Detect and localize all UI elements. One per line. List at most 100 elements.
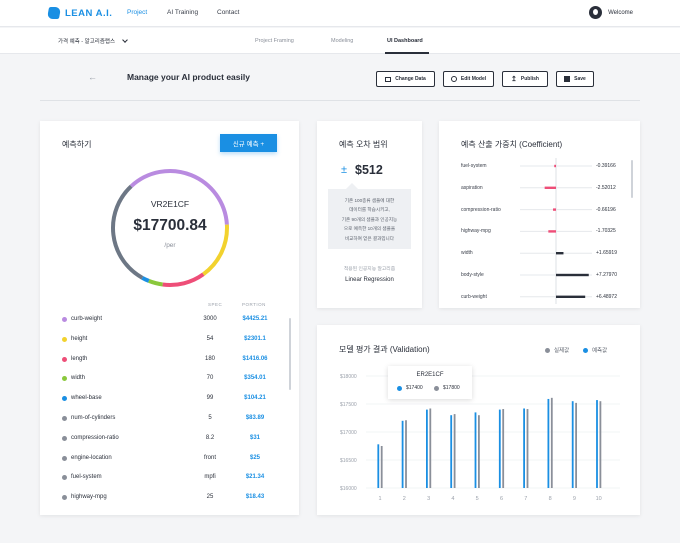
x-tick-label: 9 <box>573 496 576 502</box>
coefficient-name: body-style <box>461 272 484 278</box>
change-data-label: Change Data <box>395 76 426 82</box>
x-tick-label: 10 <box>596 496 602 502</box>
feature-dot <box>62 317 67 322</box>
bar-actual[interactable] <box>405 420 407 488</box>
feature-spec: 70 <box>206 375 214 382</box>
validation-title: 모델 평가 결과 (Validation) <box>339 345 430 354</box>
bar-predicted[interactable] <box>523 408 525 488</box>
coefficient-title: 예측 산출 가중치 (Coefficient) <box>461 140 563 149</box>
tab-modeling[interactable]: Modeling <box>331 38 354 44</box>
feature-name: wheel-base <box>71 395 102 402</box>
bar-predicted[interactable] <box>498 409 501 488</box>
bar-predicted[interactable] <box>450 415 453 488</box>
bar-predicted[interactable] <box>571 401 574 488</box>
coefficient-bar <box>548 230 556 233</box>
coefficient-bar <box>556 273 589 277</box>
feature-list-scrollbar[interactable] <box>289 318 291 390</box>
x-tick-label: 2 <box>403 496 406 502</box>
info-line: 비교하여 얻은 결과입니다 <box>344 236 395 241</box>
coefficient-scrollbar[interactable] <box>631 160 633 198</box>
coefficient-bar <box>556 295 586 298</box>
feature-row[interactable]: curb-weight 3000 $4425.21 <box>62 314 282 326</box>
bar-predicted[interactable] <box>596 400 598 488</box>
feature-row[interactable]: wheel-base 99 $104.21 <box>62 393 282 405</box>
feature-spec: front <box>203 454 216 461</box>
y-tick-label: $17500 <box>340 402 357 408</box>
coefficient-card <box>439 121 640 308</box>
coefficient-name: aspiration <box>461 184 483 191</box>
feature-spec: 3000 <box>203 316 217 322</box>
page-title: Manage your AI product easily <box>127 72 250 82</box>
coefficient-value: -2.52012 <box>596 184 616 191</box>
feature-portion: $2301.1 <box>244 335 266 342</box>
new-prediction-button[interactable]: 신규 예측 + <box>220 134 277 152</box>
change-data-button[interactable]: Change Data <box>376 71 435 87</box>
donut-slice <box>202 224 229 276</box>
legend-dot <box>397 385 402 391</box>
edit-model-label: Edit Model <box>460 76 487 82</box>
save-icon <box>564 76 571 82</box>
feature-portion: $31 <box>249 434 260 441</box>
monitor-icon <box>385 76 392 82</box>
portion-donut-chart <box>111 169 229 287</box>
feature-name: height <box>71 335 88 342</box>
bar-actual[interactable] <box>575 402 577 488</box>
bar-predicted[interactable] <box>474 412 477 488</box>
bar-actual[interactable] <box>429 408 432 488</box>
feature-row[interactable]: fuel-system mpfi $21.34 <box>62 472 282 484</box>
feature-name: length <box>71 355 88 362</box>
bar-actual[interactable] <box>550 397 553 488</box>
feature-row[interactable]: compression-ratio 8.2 $31 <box>62 433 282 445</box>
coefficient-bar <box>556 252 564 255</box>
donut-slice <box>129 169 229 225</box>
feature-dot <box>62 396 67 402</box>
logo[interactable]: LEAN A.I. <box>46 7 112 19</box>
coefficient-name: fuel-system <box>461 163 487 169</box>
save-button[interactable]: Save <box>556 71 594 87</box>
publish-button[interactable]: ↥ Publish <box>502 71 548 87</box>
bar-predicted[interactable] <box>547 398 550 488</box>
feature-row[interactable]: width 70 $354.01 <box>62 373 282 385</box>
x-tick-label: 4 <box>451 496 454 502</box>
bar-actual[interactable] <box>453 414 456 488</box>
feature-row[interactable]: highway-mpg 25 $18.43 <box>62 492 282 504</box>
tab-project-framing[interactable]: Project Framing <box>255 38 294 44</box>
legend-dot <box>583 347 588 353</box>
project-select[interactable]: 가격 예측 - 알고리즘랩스 <box>58 37 128 45</box>
back-arrow-icon[interactable]: ← <box>88 72 97 82</box>
coefficient-value: -0.39166 <box>596 163 616 169</box>
feature-name: curb-weight <box>71 316 103 322</box>
legend-dot <box>434 385 439 391</box>
feature-portion: $18.43 <box>245 494 265 501</box>
legend-pred-label: 예측값 <box>592 348 608 354</box>
bar-actual[interactable] <box>526 409 529 488</box>
feature-row[interactable]: engine-location front $25 <box>62 453 282 465</box>
bar-predicted[interactable] <box>377 444 380 488</box>
active-tab-indicator <box>385 52 429 54</box>
bar-predicted[interactable] <box>401 420 404 488</box>
nav-link-ai-training[interactable]: AI Training <box>167 9 199 16</box>
nav-link-contact[interactable]: Contact <box>217 9 240 16</box>
bar-actual[interactable] <box>478 415 480 488</box>
feature-row[interactable]: height 54 $2301.1 <box>62 334 282 346</box>
bar-actual[interactable] <box>502 409 505 488</box>
feature-portion: $25 <box>249 454 260 461</box>
user-menu[interactable]: Welcome <box>589 6 633 19</box>
feature-row[interactable]: length 180 $1416.06 <box>62 354 282 366</box>
feature-dot <box>62 336 67 342</box>
legend-actual: 실제값 <box>545 346 569 354</box>
feature-row[interactable]: num-of-cylinders 5 $83.89 <box>62 413 282 425</box>
feature-dot <box>62 475 67 481</box>
edit-model-button[interactable]: Edit Model <box>443 71 494 87</box>
avatar <box>589 6 603 19</box>
bar-actual[interactable] <box>380 446 383 488</box>
nav-link-project[interactable]: Project <box>127 9 148 16</box>
bar-actual[interactable] <box>599 401 602 488</box>
tab-ui-dashboard[interactable]: UI Dashboard <box>387 38 423 44</box>
bar-predicted[interactable] <box>426 409 428 488</box>
error-title: 예측 오차 범위 <box>339 140 388 149</box>
feature-spec: 180 <box>204 355 215 362</box>
feature-spec: 54 <box>206 335 214 342</box>
feature-name: engine-location <box>71 454 112 461</box>
tooltip-title: ER2E1CF <box>416 372 444 378</box>
